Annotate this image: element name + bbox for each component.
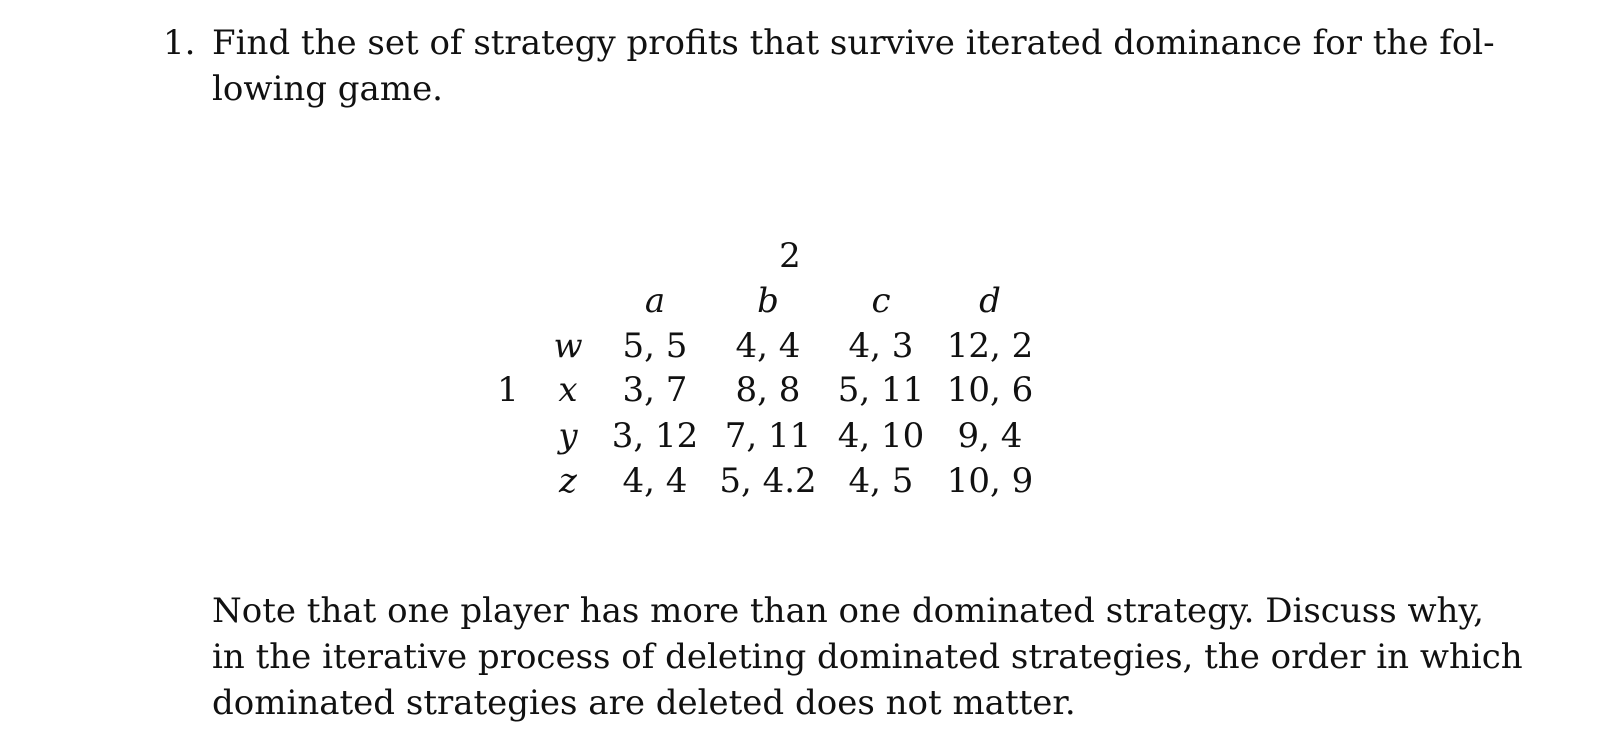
payoff-cell-y-b: 7, 11 xyxy=(724,416,812,456)
row-strategy-y: y xyxy=(558,416,578,456)
payoff-cell-x-d: 10, 6 xyxy=(946,370,1034,410)
payoff-cell-w-b: 4, 4 xyxy=(735,326,801,366)
column-header-d: d xyxy=(979,281,1001,321)
row-player-label: 1 xyxy=(497,370,519,410)
payoff-cell-z-a: 4, 4 xyxy=(622,461,688,501)
column-header-b: b xyxy=(757,281,779,321)
payoff-cell-x-c: 5, 11 xyxy=(837,370,925,410)
question-line: lowing game. xyxy=(212,69,443,109)
note-text: Note that one player has more than one d… xyxy=(212,588,1523,726)
payoff-cell-z-c: 4, 5 xyxy=(848,461,914,501)
payoff-cell-z-d: 10, 9 xyxy=(946,461,1034,501)
column-header-a: a xyxy=(644,281,666,321)
payoff-cell-y-c: 4, 10 xyxy=(837,416,925,456)
payoff-cell-z-b: 5, 4.2 xyxy=(719,461,817,501)
row-strategy-w: w xyxy=(553,326,583,366)
question-line: Find the set of strategy profits that su… xyxy=(212,23,1495,63)
column-player-label: 2 xyxy=(779,236,801,276)
question-text: Find the set of strategy profits that su… xyxy=(212,20,1495,112)
row-strategy-x: x xyxy=(558,370,578,410)
payoff-cell-x-a: 3, 7 xyxy=(622,370,688,410)
payoff-cell-w-d: 12, 2 xyxy=(946,326,1034,366)
note-line: dominated strategies are deleted does no… xyxy=(212,683,1076,723)
payoff-cell-x-b: 8, 8 xyxy=(735,370,801,410)
note-line: Note that one player has more than one d… xyxy=(212,591,1484,631)
note-line: in the iterative process of deleting dom… xyxy=(212,637,1523,677)
payoff-cell-y-a: 3, 12 xyxy=(611,416,699,456)
payoff-cell-w-a: 5, 5 xyxy=(622,326,688,366)
column-header-c: c xyxy=(871,281,891,321)
payoff-cell-y-d: 9, 4 xyxy=(957,416,1023,456)
row-strategy-z: z xyxy=(559,461,577,501)
problem-number: 1. xyxy=(163,23,196,63)
payoff-cell-w-c: 4, 3 xyxy=(848,326,914,366)
